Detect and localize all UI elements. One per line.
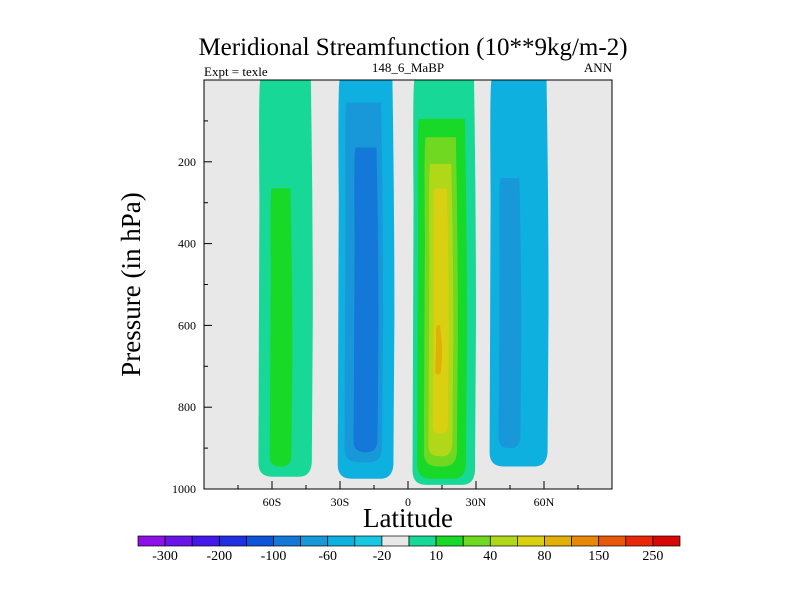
colorbar-label: -200 — [206, 549, 232, 564]
colorbar-label: -300 — [152, 549, 178, 564]
x-tick-label: 30N — [466, 495, 487, 509]
colorbar-swatch — [598, 535, 627, 547]
south-cell-level-1 — [269, 188, 293, 467]
colorbar-swatch — [191, 535, 220, 547]
colorbar-swatch — [246, 535, 274, 547]
y-tick-label: 800 — [178, 400, 196, 414]
y-axis-label: Pressure (in hPa) — [116, 192, 146, 376]
x-tick-label: 60S — [263, 495, 282, 509]
colorbar-swatch — [327, 535, 356, 547]
x-tick-label: 60N — [534, 495, 555, 509]
colorbar-swatch — [435, 535, 464, 547]
x-axis-label: Latitude — [363, 503, 453, 533]
center-subtitle: 148_6_MaBP — [372, 60, 444, 75]
colorbar-swatch — [652, 535, 681, 547]
contour-fills — [258, 80, 549, 485]
southern-hadley-cell-level-4 — [353, 147, 379, 453]
colorbar-swatch — [544, 535, 572, 547]
y-tick-label: 200 — [178, 155, 196, 169]
y-tick-label: 1000 — [172, 482, 196, 496]
colorbar-label: 80 — [538, 549, 552, 564]
colorbar-swatch — [489, 535, 518, 547]
colorbar-swatch — [625, 535, 654, 547]
colorbar-label: 150 — [588, 549, 609, 564]
colorbar-swatch — [273, 535, 301, 547]
colorbar-label: -60 — [318, 549, 337, 564]
colorbar-swatch — [137, 535, 166, 547]
chart-title: Meridional Streamfunction (10**9kg/m-2) — [198, 34, 627, 61]
colorbar-label: 10 — [429, 549, 443, 564]
colorbar-label: -100 — [261, 549, 287, 564]
colorbar-swatch — [571, 535, 600, 547]
colorbar-label: 40 — [483, 549, 497, 564]
axis-ticks: 60S 30S 0 30N 60N 200 400 600 800 1000 — [172, 120, 579, 509]
north-cell-level-12 — [498, 178, 522, 449]
colorbar-label: -20 — [373, 549, 392, 564]
y-tick-label: 600 — [178, 318, 196, 332]
colorbar-swatch — [408, 535, 437, 547]
right-subtitle: ANN — [584, 60, 613, 75]
colorbar-swatch — [354, 535, 383, 547]
y-tick-label: 400 — [178, 237, 196, 251]
northern-hadley-cell-level-10 — [435, 325, 442, 375]
colorbar-swatch — [218, 535, 247, 547]
colorbar-swatch — [462, 535, 491, 547]
colorbar-swatch — [164, 535, 193, 547]
colorbar-swatch — [381, 535, 410, 547]
colorbar-swatch — [517, 535, 545, 547]
left-subtitle: Expt = texle — [204, 64, 268, 79]
colorbar: -300 -200 -100 -60 -20 10 40 80 150 250 — [137, 535, 681, 564]
colorbar-swatch — [300, 535, 329, 547]
colorbar-label: 250 — [642, 549, 663, 564]
northern-hadley-cell-level-9 — [432, 188, 449, 434]
x-tick-label: 0 — [405, 495, 411, 509]
x-tick-label: 30S — [331, 495, 350, 509]
